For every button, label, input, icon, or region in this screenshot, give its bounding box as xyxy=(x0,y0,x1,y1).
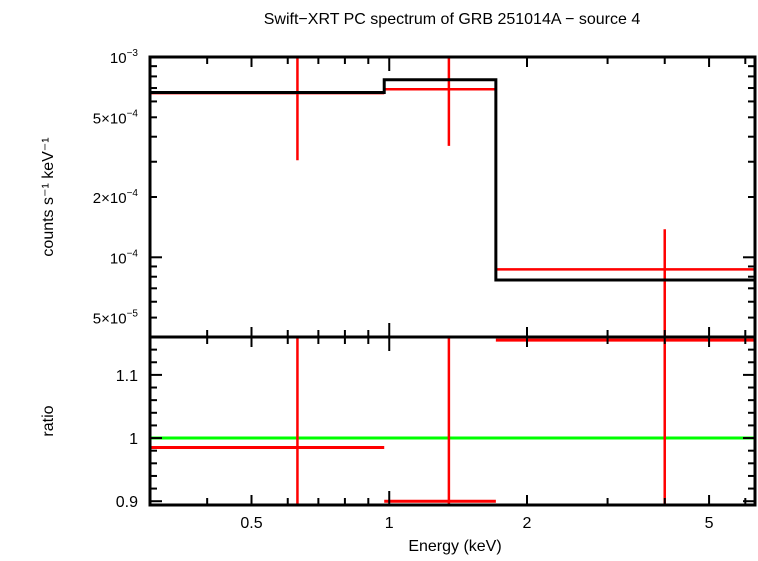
ratio-y-tick-label: 0.9 xyxy=(116,494,138,511)
x-tick-label: 1 xyxy=(385,515,394,532)
top-y-axis-label: counts s⁻¹ keV⁻¹ xyxy=(40,137,57,256)
x-tick-label: 0.5 xyxy=(240,515,262,532)
y-tick-label: 5×10−4 xyxy=(93,108,139,127)
ratio-y-tick-label: 1 xyxy=(129,431,138,448)
y-tick-label: 10−3 xyxy=(110,48,139,67)
x-tick-label: 2 xyxy=(523,515,532,532)
ratio-y-tick-label: 1.1 xyxy=(116,368,138,385)
y-tick-label: 2×10−4 xyxy=(93,188,139,207)
y-tick-label: 5×10−5 xyxy=(93,309,139,328)
y-tick-label: 10−4 xyxy=(110,248,139,267)
x-tick-label: 5 xyxy=(705,515,714,532)
model-step-line xyxy=(150,78,755,282)
bottom-panel-frame xyxy=(148,335,757,507)
bottom-y-axis-label: ratio xyxy=(40,405,57,436)
x-axis-label: Energy (keV) xyxy=(408,538,501,555)
chart-title: Swift−XRT PC spectrum of GRB 251014A − s… xyxy=(264,11,641,28)
